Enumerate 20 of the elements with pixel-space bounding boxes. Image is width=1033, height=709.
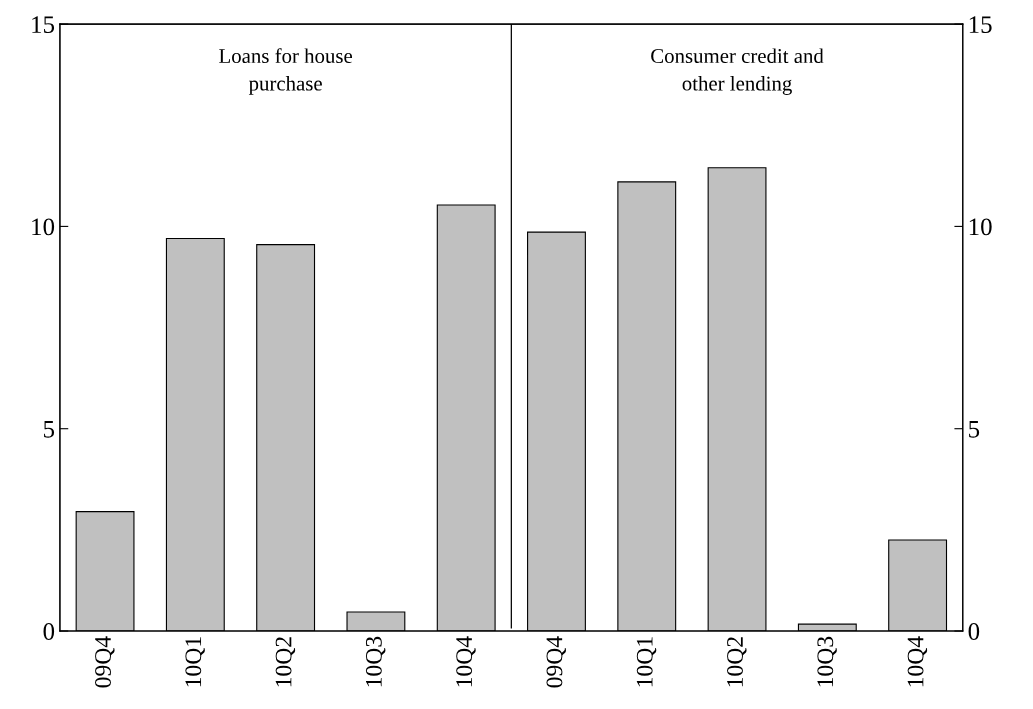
annotation: Loans for house purchase <box>219 48 353 95</box>
y-tick-label: 10 <box>32 218 55 236</box>
x-tick-label: 10Q3 <box>817 636 837 687</box>
x-tick-label: 10Q2 <box>275 637 296 687</box>
y2-tick-label: 10 <box>969 218 992 236</box>
annotation: Consumer credit and other lending <box>651 48 824 95</box>
x-tick-label: 10Q1 <box>636 637 657 687</box>
y-tick-label: 15 <box>32 16 55 34</box>
y2-tick-label: 15 <box>969 16 992 34</box>
y-tick-label: 5 <box>44 421 55 438</box>
y2-tick-label: 5 <box>969 421 980 438</box>
x-tick-label: 09Q4 <box>546 636 566 688</box>
x-tick-label: 10Q3 <box>365 636 386 687</box>
y2-tick-label: 0 <box>968 623 980 640</box>
x-tick-label: 09Q4 <box>95 636 115 688</box>
x-tick-label: 10Q1 <box>185 637 205 687</box>
y-tick-label: 0 <box>43 623 55 640</box>
x-tick-label: 10Q4 <box>456 636 476 687</box>
x-tick-label: 10Q2 <box>727 637 747 687</box>
x-tick-label: 10Q4 <box>907 636 928 687</box>
